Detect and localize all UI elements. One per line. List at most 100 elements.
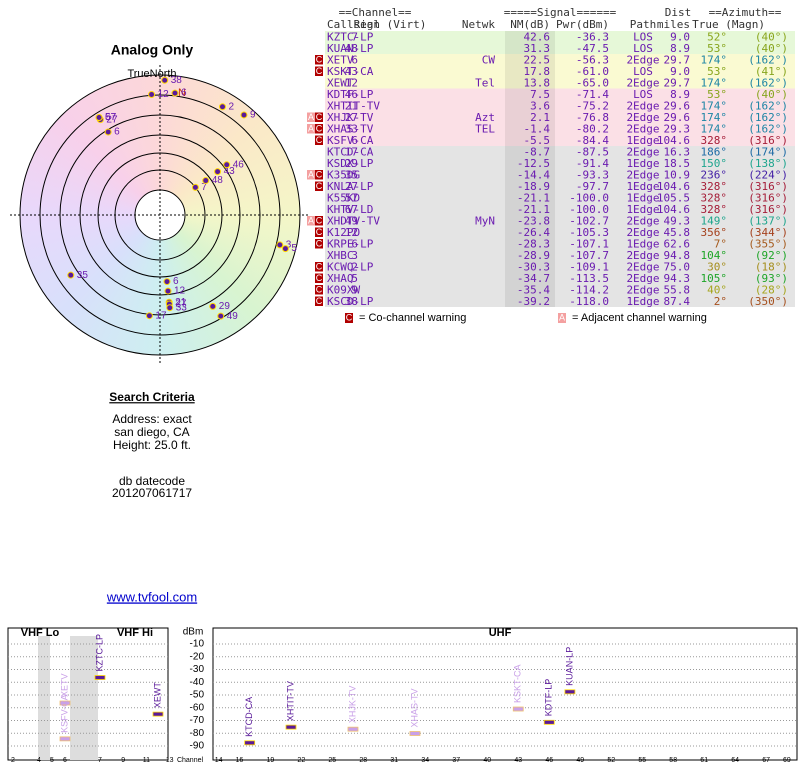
row-background — [325, 54, 795, 66]
channel-tick-label: 2 — [11, 757, 15, 764]
nm: 3.6 — [530, 99, 550, 112]
callsign: KSCD-LP — [327, 295, 374, 308]
distance: 29.7 — [664, 53, 691, 66]
channel-tick-label: 52 — [607, 757, 615, 764]
warning-icon — [315, 170, 323, 180]
path: 2Edge — [626, 145, 659, 158]
site-link[interactable]: www.tvfool.com — [106, 589, 197, 604]
azimuth-magn: (316°) — [748, 191, 788, 204]
row-background — [325, 249, 795, 261]
column-header: Path — [630, 18, 657, 31]
band-label: UHF — [489, 627, 512, 639]
row-background — [325, 88, 795, 100]
warning-letter: C — [316, 285, 323, 295]
warning-letter: C — [316, 170, 323, 180]
site-link-text[interactable]: www.tvfool.com — [106, 589, 197, 604]
signal-bar — [543, 719, 555, 725]
channel: 3 — [351, 249, 358, 262]
row-background — [325, 203, 795, 215]
channel: 43 — [345, 65, 358, 78]
axis-label: Channel — [177, 757, 204, 764]
channel-tick-label: 34 — [421, 757, 429, 764]
nm: -23.8 — [517, 214, 550, 227]
nm-shade — [505, 65, 555, 77]
signal-bar — [152, 711, 164, 717]
legend-letter: C — [346, 312, 353, 322]
distance: 29.6 — [664, 99, 691, 112]
channel-tick-label: 11 — [143, 757, 150, 764]
nm: -28.3 — [517, 237, 550, 250]
legend-icon — [345, 313, 353, 323]
channel: 48 — [345, 42, 358, 55]
station-channel: 6 — [173, 276, 179, 287]
dbm-tick-label: -20 — [190, 651, 205, 662]
station-label: XHJK-TV — [347, 686, 357, 724]
nm-shade — [505, 111, 555, 123]
callsign: KDTF-LP — [327, 88, 374, 101]
channel: 35 — [345, 168, 358, 181]
path: LOS — [633, 42, 653, 55]
signal-bar — [564, 689, 576, 695]
dbm-tick-label: -80 — [190, 728, 205, 739]
row-background — [325, 238, 795, 250]
callsign: KSDX-LP — [327, 157, 374, 170]
callsign: XETV — [327, 53, 354, 66]
band-gap — [38, 636, 50, 760]
row-background — [325, 295, 795, 307]
azimuth-true: 236° — [701, 168, 728, 181]
station-channel: 27 — [106, 114, 118, 125]
path: 2Edge — [626, 249, 659, 262]
azimuth-true: 149° — [701, 214, 728, 227]
network: CW — [482, 53, 496, 66]
row-background — [325, 157, 795, 169]
dbm-tick-label: -50 — [190, 690, 205, 701]
warning-icon — [315, 135, 323, 145]
warning-letter: C — [316, 66, 323, 76]
station-dot — [104, 128, 112, 136]
warning-letter: C — [316, 227, 323, 237]
nm-shade — [505, 169, 555, 181]
nm: -34.7 — [517, 272, 550, 285]
distance: 94.8 — [664, 249, 691, 262]
station-channel: 6 — [181, 88, 187, 99]
datecode-label: db datecode — [119, 474, 185, 488]
pwr: -113.5 — [569, 272, 609, 285]
warning-letter: A — [308, 170, 314, 180]
callsign: KNLA-LP — [327, 180, 374, 193]
azimuth-magn: (162°) — [748, 76, 788, 89]
azimuth-magn: (93°) — [755, 272, 788, 285]
nm: 13.8 — [524, 76, 551, 89]
station-channel: 5 — [291, 243, 297, 254]
column-header: Callsign — [327, 18, 380, 31]
channel-tick-label: 31 — [390, 757, 398, 764]
station-channel: 12 — [174, 286, 186, 297]
path: 2Edge — [626, 283, 659, 296]
channel: 27 — [345, 111, 358, 124]
nm: 31.3 — [524, 42, 551, 55]
nm: -21.1 — [517, 191, 550, 204]
nm: 42.6 — [524, 30, 551, 43]
warning-icon — [307, 216, 315, 226]
channel-tick-label: 7 — [98, 757, 102, 764]
station-dot — [223, 161, 231, 169]
nm-shade — [505, 146, 555, 158]
band-label: VHF Lo — [21, 627, 60, 639]
signal-bar — [409, 731, 421, 736]
channel-tick-label: 55 — [638, 757, 646, 764]
pwr: -114.2 — [569, 283, 609, 296]
azimuth-true: 174° — [701, 99, 728, 112]
azimuth-magn: (92°) — [755, 249, 788, 262]
dbm-tick-label: -60 — [190, 702, 205, 713]
pwr: -71.4 — [576, 88, 609, 101]
path: LOS — [633, 30, 653, 43]
pwr: -118.0 — [569, 295, 609, 308]
channel: 67 — [345, 203, 358, 216]
pwr: -105.3 — [569, 226, 609, 239]
station-dot — [148, 90, 156, 98]
callsign: KHTV-LD — [327, 203, 373, 216]
station-dot — [166, 304, 174, 312]
column-header: Netwk — [462, 18, 495, 31]
row-background — [325, 226, 795, 238]
channel: 57 — [345, 191, 358, 204]
